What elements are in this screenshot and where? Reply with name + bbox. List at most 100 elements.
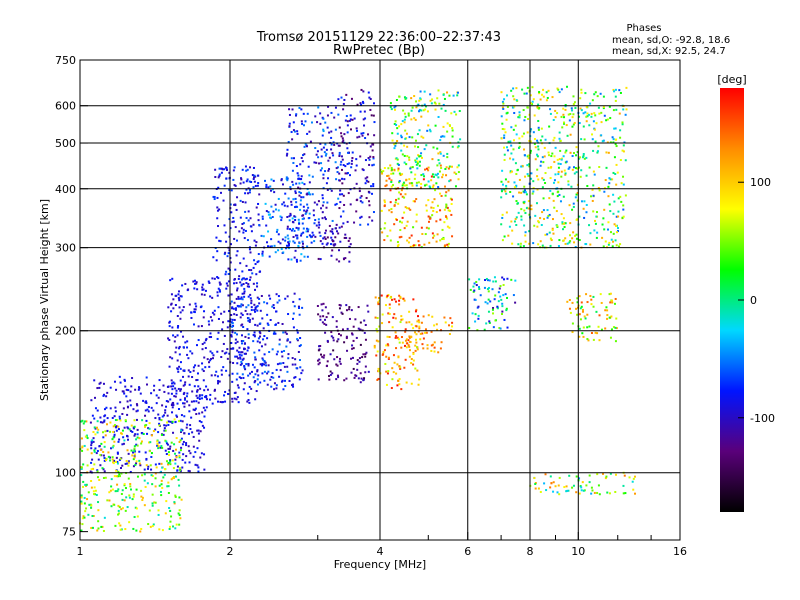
scatter-point bbox=[287, 244, 290, 247]
scatter-point bbox=[474, 298, 477, 301]
scatter-point bbox=[227, 320, 230, 323]
scatter-point bbox=[245, 363, 248, 366]
scatter-point bbox=[534, 146, 537, 149]
scatter-point bbox=[170, 478, 173, 481]
scatter-point bbox=[592, 120, 595, 123]
scatter-point bbox=[90, 506, 93, 509]
scatter-point bbox=[633, 475, 636, 478]
scatter-point bbox=[578, 313, 581, 316]
scatter-point bbox=[377, 301, 380, 304]
scatter-point bbox=[286, 177, 289, 180]
scatter-point bbox=[330, 254, 333, 257]
scatter-point bbox=[316, 203, 319, 206]
scatter-point bbox=[197, 401, 200, 404]
scatter-point bbox=[554, 109, 557, 112]
scatter-point bbox=[569, 240, 572, 243]
y-tick-label: 750 bbox=[55, 54, 76, 67]
scatter-point bbox=[433, 350, 436, 353]
scatter-point bbox=[439, 139, 442, 142]
scatter-point bbox=[457, 164, 460, 167]
scatter-point bbox=[267, 370, 270, 373]
scatter-point bbox=[228, 352, 231, 355]
scatter-point bbox=[240, 362, 243, 365]
scatter-point bbox=[123, 426, 126, 429]
scatter-point bbox=[121, 443, 124, 446]
scatter-point bbox=[388, 307, 391, 310]
scatter-point bbox=[541, 177, 544, 180]
scatter-point bbox=[235, 254, 238, 257]
scatter-point bbox=[245, 169, 248, 172]
scatter-point bbox=[417, 330, 420, 333]
scatter-point bbox=[592, 194, 595, 197]
scatter-point bbox=[143, 473, 146, 476]
scatter-point bbox=[614, 340, 617, 343]
scatter-point bbox=[179, 389, 182, 392]
scatter-point bbox=[392, 316, 395, 319]
scatter-point bbox=[570, 185, 573, 188]
scatter-point bbox=[536, 155, 539, 158]
scatter-point bbox=[393, 223, 396, 226]
scatter-point bbox=[575, 233, 578, 236]
scatter-point bbox=[275, 387, 278, 390]
scatter-point bbox=[389, 189, 392, 192]
scatter-point bbox=[249, 217, 252, 220]
scatter-point bbox=[302, 154, 305, 157]
scatter-point bbox=[598, 189, 601, 192]
scatter-point bbox=[568, 307, 571, 310]
scatter-point bbox=[144, 425, 147, 428]
scatter-point bbox=[359, 216, 362, 219]
scatter-point bbox=[364, 338, 367, 341]
scatter-point bbox=[127, 477, 130, 480]
scatter-point bbox=[266, 337, 269, 340]
scatter-point bbox=[233, 278, 236, 281]
scatter-point bbox=[557, 245, 560, 248]
scatter-point bbox=[163, 427, 166, 430]
scatter-point bbox=[90, 452, 93, 455]
scatter-point bbox=[583, 157, 586, 160]
scatter-point bbox=[505, 309, 508, 312]
scatter-point bbox=[311, 231, 314, 234]
scatter-point bbox=[450, 112, 453, 115]
scatter-point bbox=[428, 128, 431, 131]
scatter-point bbox=[571, 116, 574, 119]
scatter-point bbox=[303, 183, 306, 186]
scatter-point bbox=[415, 184, 418, 187]
scatter-point bbox=[527, 174, 530, 177]
scatter-point bbox=[185, 444, 188, 447]
scatter-point bbox=[241, 351, 244, 354]
scatter-point bbox=[194, 308, 197, 311]
scatter-point bbox=[183, 391, 186, 394]
scatter-point bbox=[575, 171, 578, 174]
scatter-point bbox=[439, 209, 442, 212]
scatter-point bbox=[445, 215, 448, 218]
scatter-point bbox=[502, 107, 505, 110]
scatter-point bbox=[268, 213, 271, 216]
scatter-point bbox=[295, 367, 298, 370]
scatter-point bbox=[431, 173, 434, 176]
scatter-point bbox=[211, 357, 214, 360]
scatter-point bbox=[99, 453, 102, 456]
scatter-point bbox=[269, 185, 272, 188]
scatter-point bbox=[255, 206, 258, 209]
scatter-point bbox=[325, 316, 328, 319]
scatter-point bbox=[423, 103, 426, 106]
scatter-point bbox=[437, 152, 440, 155]
scatter-point bbox=[189, 371, 192, 374]
scatter-point bbox=[524, 240, 527, 243]
scatter-point bbox=[591, 138, 594, 141]
scatter-point bbox=[346, 163, 349, 166]
scatter-point bbox=[373, 134, 376, 137]
scatter-point bbox=[277, 233, 280, 236]
scatter-point bbox=[562, 222, 565, 225]
scatter-point bbox=[358, 135, 361, 138]
scatter-point bbox=[259, 335, 262, 338]
scatter-point bbox=[591, 199, 594, 202]
scatter-point bbox=[198, 398, 201, 401]
scatter-point bbox=[371, 219, 374, 222]
scatter-point bbox=[534, 214, 537, 217]
scatter-point bbox=[418, 99, 421, 102]
scatter-point bbox=[371, 143, 374, 146]
scatter-point bbox=[241, 358, 244, 361]
scatter-point bbox=[335, 258, 338, 261]
scatter-point bbox=[281, 379, 284, 382]
